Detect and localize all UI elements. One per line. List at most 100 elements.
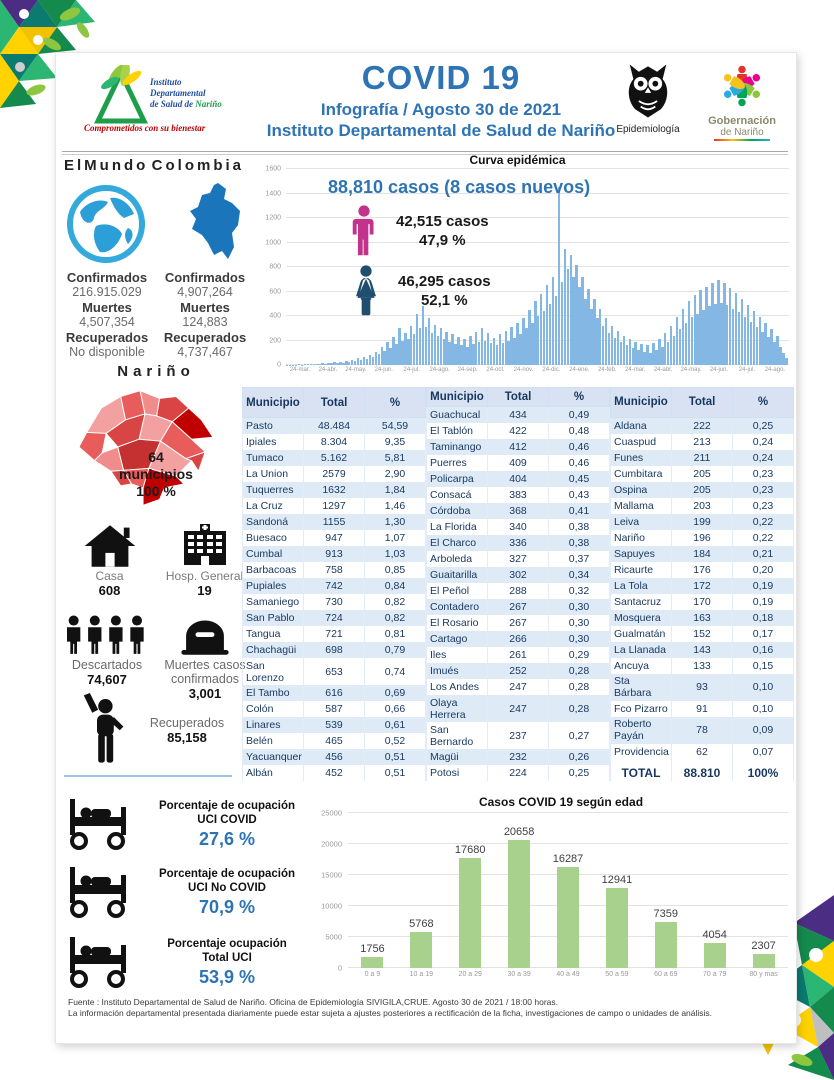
municipio-total: 176 bbox=[671, 561, 733, 578]
bar bbox=[350, 359, 354, 365]
table-row: Roberto Payán 78 0,09 bbox=[610, 716, 794, 744]
bar bbox=[703, 942, 726, 968]
municipio-total: 247 bbox=[487, 695, 549, 722]
municipios-table-group1: Municipio Total% Pasto 48.484 54,59 Ipiales 8.… bbox=[242, 387, 426, 781]
bar-value-label: 16287 bbox=[552, 853, 584, 866]
colombia-map-icon bbox=[190, 183, 240, 259]
table-row: Albán 452 0,51 bbox=[242, 765, 426, 781]
bar bbox=[401, 340, 404, 365]
municipio-pct: 0,69 bbox=[364, 685, 426, 701]
institute-name: Instituto Departamental de Salud de Nari… bbox=[266, 121, 616, 140]
municipio-pct: 0,25 bbox=[548, 765, 610, 781]
bar bbox=[407, 339, 410, 365]
descartados-stat: Descartados 74,607 bbox=[58, 615, 156, 701]
bar bbox=[605, 887, 628, 968]
total-cell: 88.810 bbox=[671, 759, 733, 781]
bar bbox=[616, 330, 620, 365]
municipio-name: Pupiales bbox=[242, 578, 304, 594]
footer-line2: La información departamental presentada … bbox=[68, 1008, 713, 1018]
column-header: % bbox=[732, 387, 794, 418]
municipio-total: 288 bbox=[487, 583, 549, 599]
bar bbox=[587, 289, 590, 365]
bar bbox=[421, 306, 425, 365]
municipio-pct: 0,29 bbox=[548, 647, 610, 663]
y-tick-label: 1400 bbox=[265, 190, 281, 197]
bar bbox=[758, 317, 761, 365]
municipio-total: 205 bbox=[671, 481, 733, 498]
bar bbox=[495, 345, 499, 365]
municipio-total: 48.484 bbox=[303, 417, 365, 434]
bar bbox=[705, 286, 708, 365]
world-stats: Confirmados 216.915.029 Muertes 4,507,35… bbox=[65, 270, 149, 359]
municipio-name: Aldana bbox=[610, 417, 672, 434]
bar bbox=[693, 295, 696, 365]
municipio-total: 222 bbox=[671, 417, 733, 434]
x-tick-label: 60 a 69 bbox=[654, 971, 678, 978]
bar bbox=[492, 338, 496, 365]
bar bbox=[412, 334, 416, 365]
bar bbox=[365, 358, 369, 365]
table-row: Mallama 203 0,23 bbox=[610, 497, 794, 514]
bar bbox=[519, 334, 522, 365]
bar bbox=[356, 358, 360, 365]
column-header: Municipio bbox=[242, 387, 304, 418]
bar bbox=[752, 311, 756, 365]
table-row: Linares 539 0,61 bbox=[242, 717, 426, 733]
table-row: Ospina 205 0,23 bbox=[610, 481, 794, 498]
gridline bbox=[286, 217, 789, 218]
table-row: El Tambo 616 0,69 bbox=[242, 685, 426, 701]
instituto-logo: Instituto Departamental de Salud de Nari… bbox=[84, 59, 254, 147]
bar bbox=[649, 352, 652, 365]
municipio-name: La Cruz bbox=[242, 498, 304, 514]
bar bbox=[687, 301, 691, 365]
gridline bbox=[348, 812, 788, 813]
municipio-total: 653 bbox=[303, 658, 365, 685]
uci-no-covid-value: 70,9 % bbox=[198, 896, 256, 917]
table-row: Consacá 383 0,43 bbox=[426, 487, 610, 503]
table-row: La Cruz 1297 1,46 bbox=[242, 498, 426, 514]
bar bbox=[459, 858, 482, 968]
table-row: Chachagüi 698 0,79 bbox=[242, 642, 426, 658]
municipio-name: San Pablo bbox=[242, 610, 304, 626]
x-tick-label: 70 a 79 bbox=[703, 971, 727, 978]
bar bbox=[610, 325, 614, 365]
bar-slot: 12941 bbox=[592, 874, 641, 968]
table-row: Contadero 267 0,30 bbox=[426, 599, 610, 615]
bar bbox=[448, 341, 451, 365]
municipio-pct: 0,49 bbox=[548, 406, 610, 423]
table-row: Providencia 62 0,07 bbox=[610, 743, 794, 760]
bar bbox=[563, 248, 567, 365]
municipio-pct: 0,51 bbox=[364, 749, 426, 765]
x-tick-label: 24-jul. bbox=[738, 367, 756, 373]
table-total-row: TOTAL 88.810 100% bbox=[610, 759, 794, 781]
table-row: La Florida 340 0,38 bbox=[426, 519, 610, 535]
bar bbox=[377, 353, 380, 365]
municipio-pct: 0,22 bbox=[732, 513, 794, 530]
table-row: Gualmatán 152 0,17 bbox=[610, 625, 794, 642]
municipio-pct: 0,30 bbox=[548, 615, 610, 631]
narino-section-title: Nariño bbox=[117, 363, 195, 380]
decor-mosaic-top-left bbox=[0, 0, 95, 108]
x-tick-label: 24-may. bbox=[680, 367, 702, 373]
uci-total-value: 53,9 % bbox=[198, 966, 256, 987]
bed-icon bbox=[70, 867, 126, 918]
municipio-pct: 0,28 bbox=[548, 679, 610, 695]
x-tick-label: 0 a 9 bbox=[364, 971, 381, 978]
municipio-pct: 0,61 bbox=[364, 717, 426, 733]
municipio-pct: 0,46 bbox=[548, 455, 610, 471]
x-tick-label: 24-mar. bbox=[289, 367, 311, 373]
municipio-total: 78 bbox=[671, 716, 733, 744]
table-row: San Pablo 724 0,82 bbox=[242, 610, 426, 626]
source-footer: Fuente : Instituto Departamental de Salu… bbox=[68, 997, 783, 1019]
municipio-name: Mosquera bbox=[610, 609, 672, 626]
table-row: Sapuyes 184 0,21 bbox=[610, 545, 794, 562]
municipio-total: 261 bbox=[487, 647, 549, 663]
table-row: Sta Bárbara 93 0,10 bbox=[610, 673, 794, 701]
gobernacion-logo: Gobernación de Nariño bbox=[696, 57, 788, 151]
hospital-stat: Hosp. General 19 bbox=[157, 523, 252, 598]
gridline bbox=[286, 241, 789, 243]
bar bbox=[454, 344, 457, 365]
bar bbox=[528, 309, 531, 365]
municipio-name: Nariño bbox=[610, 529, 672, 546]
municipio-total: 1155 bbox=[303, 514, 365, 530]
